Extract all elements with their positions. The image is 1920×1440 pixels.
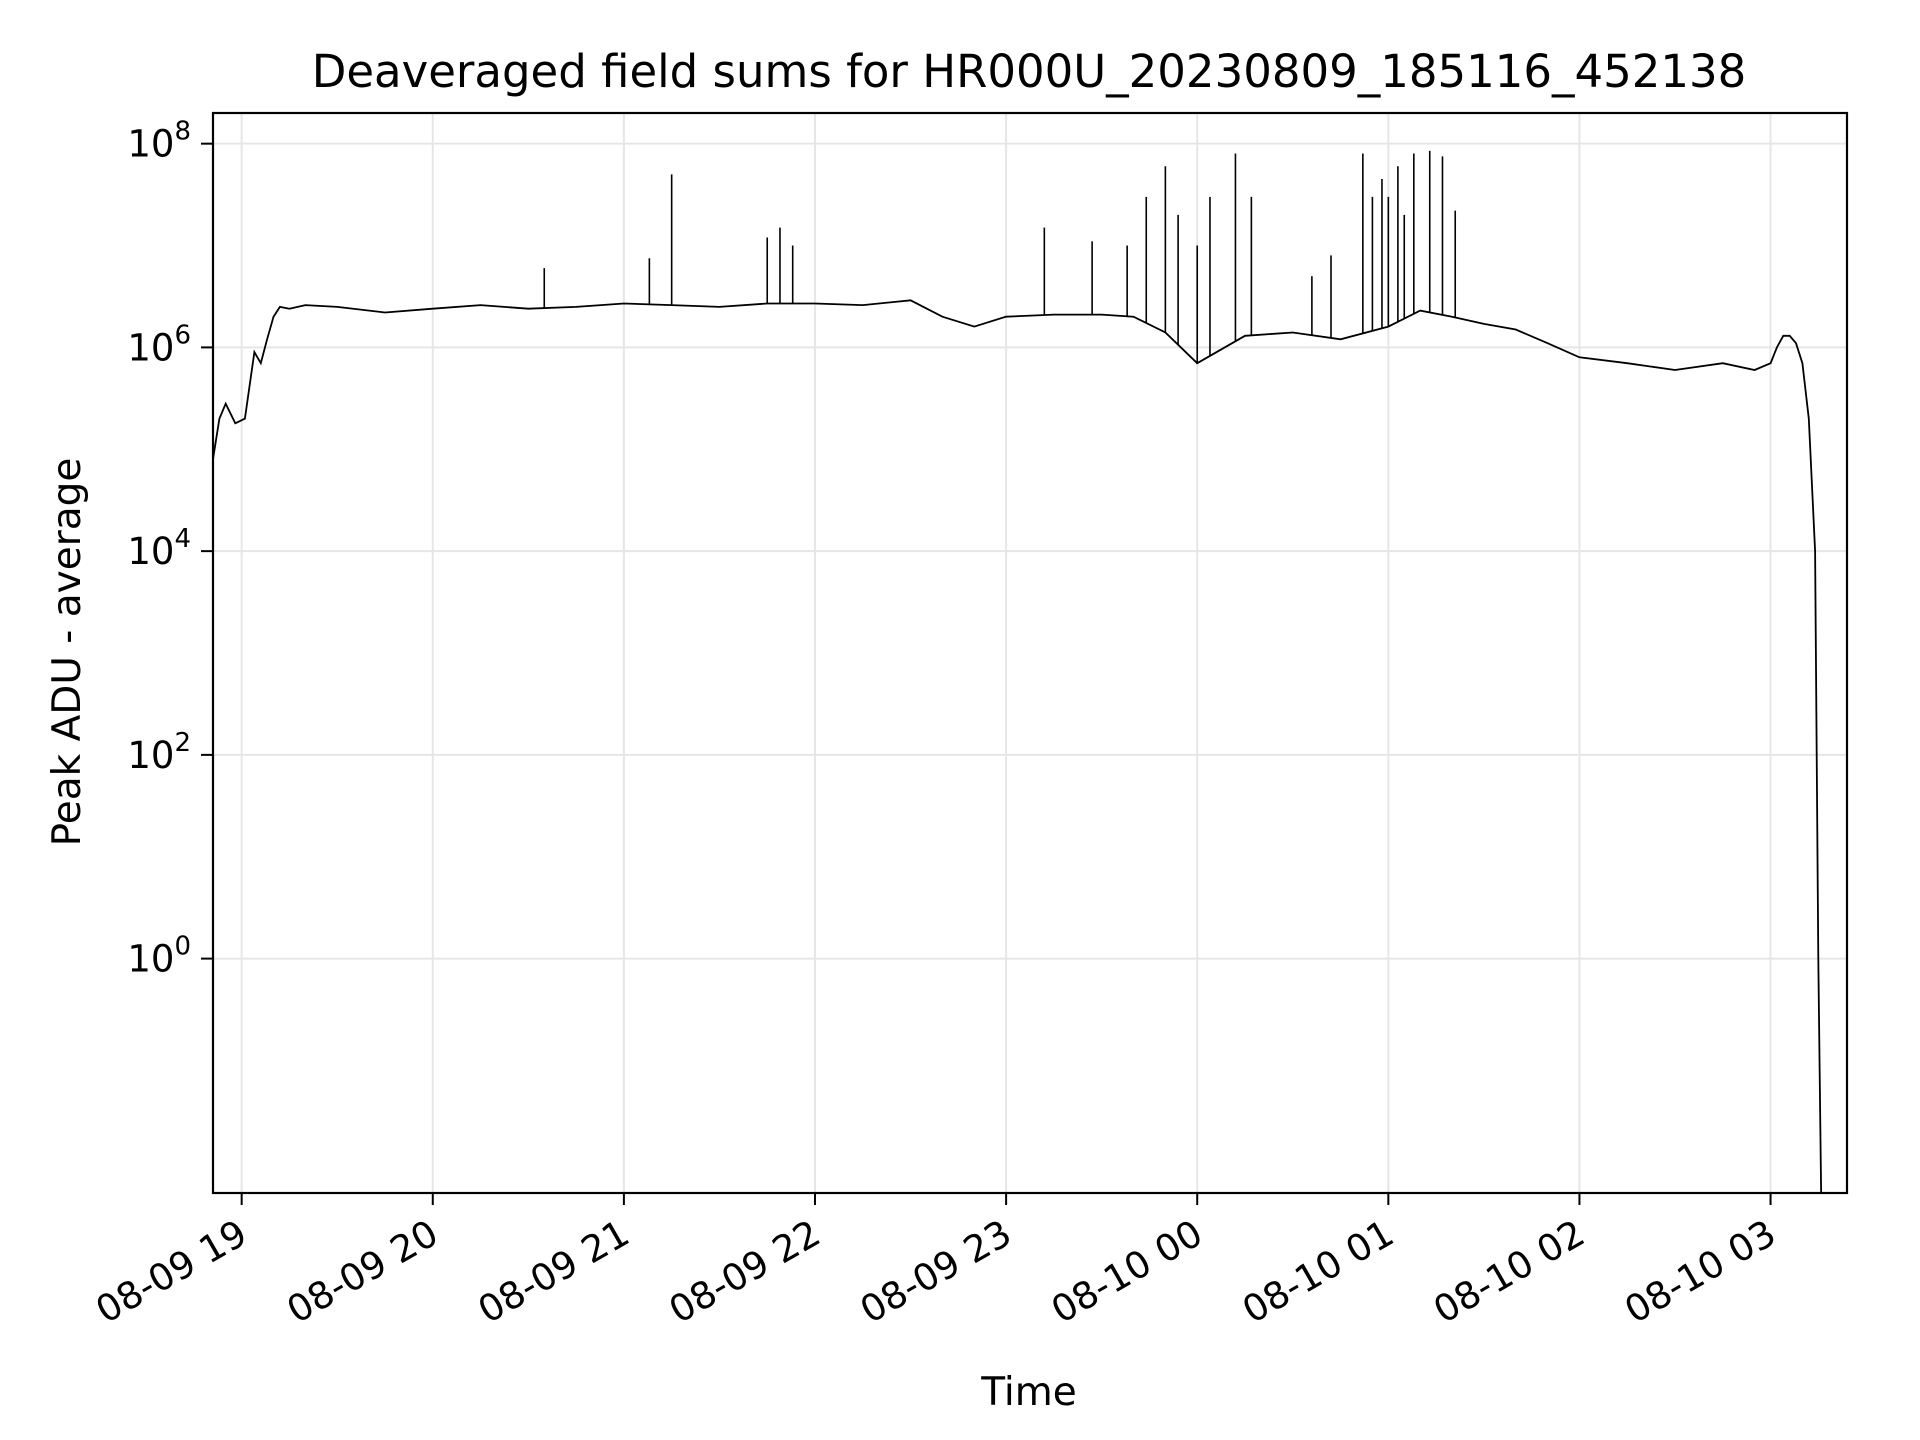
y-tick-label: 102 bbox=[127, 728, 191, 777]
y-tick-label: 104 bbox=[127, 524, 191, 573]
plot-area bbox=[213, 150, 1823, 1193]
y-axis-label: Peak ADU - average bbox=[45, 458, 90, 847]
x-axis-label: Time bbox=[980, 1370, 1076, 1415]
y-tick-label: 108 bbox=[127, 117, 191, 166]
y-tick-label: 100 bbox=[127, 932, 191, 981]
series-line bbox=[213, 299, 1823, 1193]
y-tick-label: 106 bbox=[127, 320, 191, 369]
chart-title: Deaveraged field sums for HR000U_2023080… bbox=[312, 45, 1747, 98]
y-axis: 100 102 104 106 108 bbox=[127, 117, 213, 981]
plot-frame bbox=[211, 111, 1849, 1195]
